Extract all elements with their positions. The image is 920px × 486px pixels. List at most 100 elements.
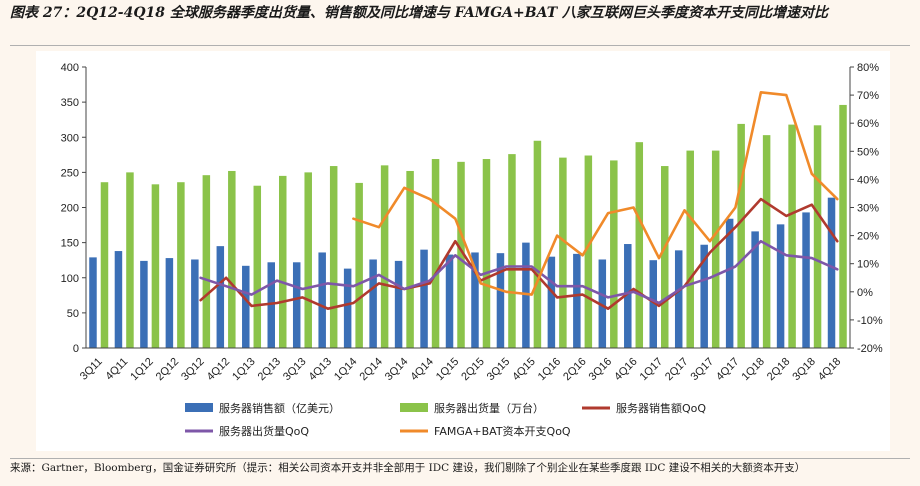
- x-tick-label: 4Q12: [205, 356, 233, 384]
- x-tick-label: 3Q16: [587, 356, 615, 384]
- x-tick-label: 4Q17: [714, 356, 742, 384]
- bar-shipments: [329, 166, 338, 348]
- bars: [89, 104, 847, 349]
- x-tick-label: 2Q12: [154, 356, 182, 384]
- y-right-tick-label: 70%: [857, 90, 879, 102]
- line-capex-qoq: [352, 91, 839, 296]
- x-tick-label: 3Q15: [485, 356, 513, 384]
- bar-sales: [725, 218, 734, 348]
- legend-capex-qoq-label: FAMGA+BAT资本开支QoQ: [434, 424, 571, 438]
- bar-sales: [89, 257, 97, 348]
- x-tick-label: 4Q18: [816, 356, 844, 384]
- y-left-tick-label: 350: [61, 97, 79, 109]
- x-tick-label: 4Q15: [510, 356, 538, 384]
- y-right-ticks: -20% -10% 0% 10% 20% 30% 40% 50% 60% 70% 80%: [857, 62, 883, 355]
- bar-shipments: [610, 160, 618, 348]
- legend-shipments-qoq-label: 服务器出货量QoQ: [219, 424, 309, 438]
- y-right-tick-label: -20%: [857, 343, 883, 355]
- bar-sales: [598, 259, 607, 348]
- x-tick-label: 3Q13: [281, 356, 309, 384]
- bar-sales: [624, 244, 632, 348]
- y-left-tick-label: 250: [61, 167, 79, 179]
- bar-shipments: [482, 159, 491, 348]
- bar-shipments: [813, 125, 822, 349]
- x-tick-label: 4Q14: [408, 356, 436, 384]
- legend-sales-label: 服务器销售额（亿美元）: [219, 401, 340, 415]
- lines: [199, 91, 839, 310]
- y-right-tick-label: 50%: [857, 146, 879, 158]
- bar-shipments: [202, 175, 211, 348]
- x-tick-label: 3Q14: [383, 356, 411, 384]
- x-tick-label: 4Q11: [103, 356, 130, 383]
- legend-shipments-swatch: [400, 403, 428, 412]
- bar-shipments: [177, 182, 185, 348]
- y-right-tick-label: 40%: [857, 174, 879, 186]
- y-right-tick-label: 60%: [857, 118, 879, 130]
- x-tick-label: 1Q18: [739, 356, 767, 384]
- bar-shipments: [431, 159, 440, 348]
- y-right-tick-label: 30%: [857, 203, 879, 215]
- bar-shipments: [355, 182, 363, 348]
- bar-sales: [573, 253, 581, 348]
- bar-shipments: [100, 182, 109, 348]
- chart-title: 图表 27：2Q12-4Q18 全球服务器季度出货量、销售额及同比增速与 FAM…: [10, 5, 828, 21]
- bar-sales: [802, 212, 810, 348]
- x-tick-label: 2Q18: [765, 356, 793, 384]
- bar-shipments: [126, 172, 134, 348]
- axes: [82, 66, 854, 349]
- legend-sales-swatch: [185, 403, 213, 412]
- x-tick-label: 3Q18: [790, 356, 818, 384]
- bar-sales: [471, 252, 479, 348]
- legend-shipments-label: 服务器出货量（万台）: [434, 401, 544, 415]
- bar-shipments: [559, 157, 567, 348]
- source-note: 来源：Gartner，Bloomberg，国金证券研究所（提示：相关公司资本开支…: [10, 458, 910, 475]
- bar-sales: [394, 260, 403, 348]
- bar-shipments: [151, 184, 160, 348]
- y-left-tick-label: 150: [61, 238, 79, 250]
- x-tick-label: 2Q14: [357, 356, 385, 384]
- y-right-tick-label: -10%: [857, 315, 883, 327]
- x-tick-label: 2Q13: [256, 356, 284, 384]
- bar-shipments: [661, 166, 669, 348]
- bar-sales: [649, 260, 657, 348]
- bar-shipments: [533, 140, 542, 348]
- bar-sales: [776, 224, 785, 348]
- bar-sales: [674, 250, 683, 348]
- x-tick-label: 1Q14: [332, 356, 360, 384]
- y-left-tick-label: 200: [61, 203, 79, 215]
- y-right-tick-label: 0%: [857, 287, 873, 299]
- bar-shipments: [584, 155, 593, 348]
- x-tick-label: 1Q17: [638, 356, 666, 384]
- bar-shipments: [457, 161, 465, 348]
- x-tick-label: 3Q12: [179, 356, 207, 384]
- bar-shipments: [508, 154, 516, 348]
- bar-sales: [751, 231, 759, 348]
- bar-shipments: [762, 135, 771, 348]
- y-right-tick-label: 80%: [857, 62, 879, 74]
- bar-shipments: [279, 175, 287, 348]
- bar-sales: [522, 242, 530, 348]
- bar-shipments: [253, 185, 262, 348]
- y-left-tick-label: 400: [61, 62, 79, 74]
- x-tick-label: 4Q13: [307, 356, 335, 384]
- x-tick-label: 1Q12: [128, 356, 156, 384]
- y-left-ticks: 0 50 100 150 200 250 300 350 400: [61, 62, 79, 355]
- x-tick-label: 2Q16: [561, 356, 589, 384]
- line-sales-qoq: [199, 197, 839, 310]
- x-tick-label: 3Q17: [689, 356, 717, 384]
- bar-sales: [140, 260, 148, 348]
- x-tick-label: 3Q11: [78, 356, 105, 383]
- bar-sales: [191, 259, 199, 348]
- bar-sales: [343, 268, 352, 348]
- y-left-tick-label: 50: [67, 308, 79, 320]
- y-left-tick-label: 100: [61, 273, 79, 285]
- line-shipments-qoq: [199, 239, 839, 305]
- bar-sales: [165, 258, 174, 348]
- y-right-tick-label: 10%: [857, 259, 879, 271]
- bar-sales: [216, 246, 225, 348]
- bar-shipments: [788, 124, 796, 348]
- bar-sales: [547, 256, 556, 348]
- bar-sales: [420, 249, 428, 348]
- y-right-tick-label: 20%: [857, 231, 879, 243]
